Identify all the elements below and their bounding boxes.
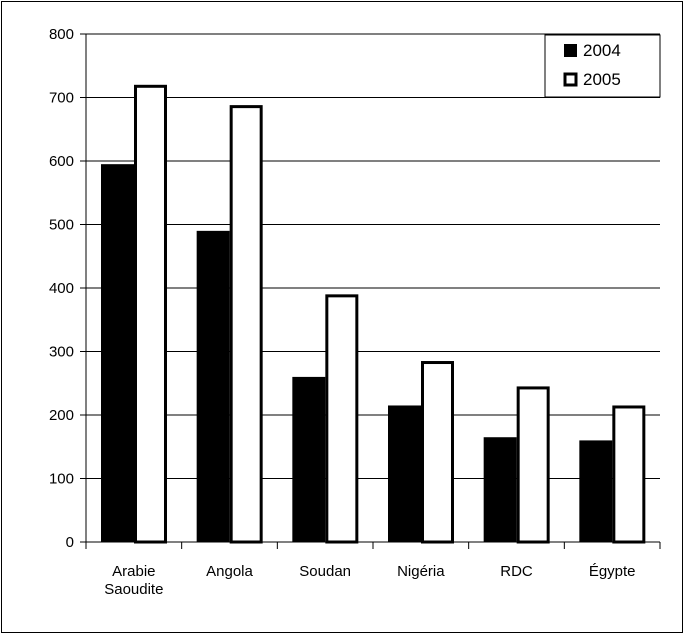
bar-2004-2 bbox=[292, 376, 326, 542]
bar-2004-4 bbox=[483, 437, 517, 542]
legend: 2004 2005 bbox=[544, 34, 661, 98]
x-tick-label: Égypte bbox=[589, 563, 636, 580]
bar-2004-0 bbox=[101, 164, 134, 543]
bar-2005-5 bbox=[612, 405, 646, 544]
bar-2005-4 bbox=[516, 386, 550, 544]
x-tick-label: Soudan bbox=[299, 563, 351, 580]
bar-2005-2 bbox=[325, 294, 359, 544]
legend-swatch-2004 bbox=[564, 44, 577, 57]
legend-label-2005: 2005 bbox=[583, 70, 621, 89]
y-tick-label: 200 bbox=[49, 407, 74, 424]
y-tick-label: 300 bbox=[49, 344, 74, 361]
y-tick-label: 700 bbox=[49, 90, 74, 107]
y-tick-label: 100 bbox=[49, 471, 74, 488]
bar-2005-1 bbox=[229, 105, 263, 544]
x-tick-label: Nigéria bbox=[397, 563, 445, 580]
bar-2004-5 bbox=[579, 440, 613, 542]
bar-2004-1 bbox=[196, 230, 230, 542]
bars bbox=[101, 84, 646, 544]
x-tick-label: RDC bbox=[500, 563, 533, 580]
y-tick-label: 800 bbox=[49, 26, 74, 43]
bar-2005-0 bbox=[134, 84, 167, 544]
legend-swatch-2005 bbox=[563, 72, 578, 87]
x-tick-label: Arabie bbox=[112, 563, 155, 580]
y-tick-label: 600 bbox=[49, 153, 74, 170]
x-tick-label: Saoudite bbox=[104, 581, 163, 598]
y-tick-label: 500 bbox=[49, 217, 74, 234]
bar-2005-3 bbox=[421, 361, 454, 544]
y-tick-labels: 0 100 200 300 400 500 600 700 800 bbox=[49, 26, 74, 551]
axes bbox=[80, 33, 661, 549]
y-tick-label: 0 bbox=[66, 534, 74, 551]
x-tick-label: Angola bbox=[206, 563, 253, 580]
y-tick-label: 400 bbox=[49, 280, 74, 297]
bar-2004-3 bbox=[388, 405, 421, 542]
legend-label-2004: 2004 bbox=[583, 41, 621, 60]
